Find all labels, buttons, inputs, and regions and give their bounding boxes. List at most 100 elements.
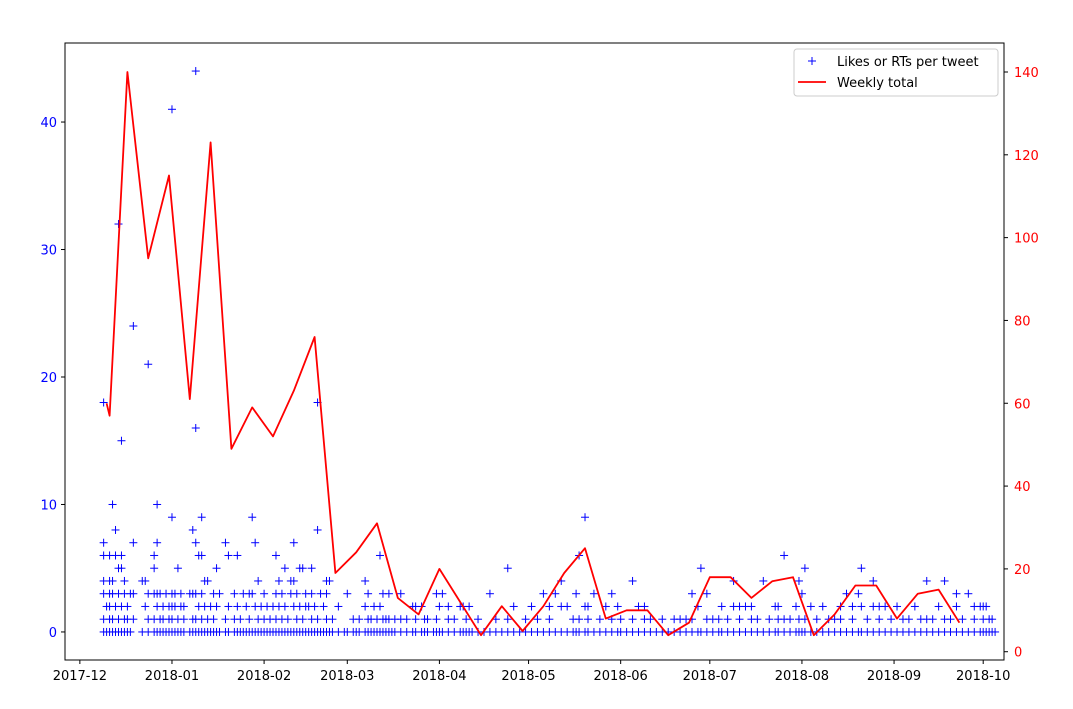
scatter-point: [197, 589, 206, 598]
scatter-point: [800, 564, 809, 573]
scatter-point: [423, 615, 432, 624]
scatter-point: [233, 551, 242, 560]
scatter-point: [928, 615, 937, 624]
scatter-point: [869, 576, 878, 585]
scatter-point: [595, 615, 604, 624]
y-left-tick-label: 10: [40, 498, 57, 513]
x-tick-label: 2018-03: [320, 669, 374, 684]
x-tick-label: 2018-09: [867, 669, 921, 684]
scatter-point: [289, 538, 298, 547]
scatter-point: [313, 525, 322, 534]
scatter-point: [310, 602, 319, 611]
scatter-point: [396, 589, 405, 598]
scatter-point: [224, 551, 233, 560]
x-tick-label: 2018-07: [683, 669, 737, 684]
scatter-point: [509, 602, 518, 611]
scatter-point: [129, 589, 138, 598]
scatter-point: [117, 436, 126, 445]
scatter-point: [221, 615, 230, 624]
scatter-point: [260, 589, 269, 598]
x-tick-label: 2018-06: [594, 669, 648, 684]
scatter-point: [141, 576, 150, 585]
scatter-point: [224, 602, 233, 611]
scatter-point: [120, 576, 129, 585]
scatter-point: [117, 564, 126, 573]
scatter-point: [233, 602, 242, 611]
scatter-point: [616, 615, 625, 624]
scatter-point: [325, 576, 334, 585]
plot-area: [65, 43, 1004, 660]
scatter-point: [343, 589, 352, 598]
scatter-point: [150, 564, 159, 573]
scatter-point: [375, 602, 384, 611]
scatter-point: [245, 615, 254, 624]
scatter-point: [307, 564, 316, 573]
scatter-point: [640, 602, 649, 611]
scatter-point: [150, 551, 159, 560]
scatter-point: [702, 589, 711, 598]
scatter-point: [129, 538, 138, 547]
scatter-point: [123, 602, 132, 611]
scatter-point: [904, 615, 913, 624]
scatter-point: [806, 602, 815, 611]
scatter-point: [575, 615, 584, 624]
scatter-point: [141, 602, 150, 611]
scatter-point: [179, 602, 188, 611]
scatter-point: [242, 602, 251, 611]
scatter-point: [438, 589, 447, 598]
scatter-point: [527, 602, 536, 611]
x-tick-label: 2018-02: [237, 669, 291, 684]
scatter-point: [254, 576, 263, 585]
x-tick-label: 2018-01: [145, 669, 199, 684]
y-right-tick-label: 0: [1014, 646, 1022, 661]
scatter-point: [910, 602, 919, 611]
scatter-point: [197, 551, 206, 560]
scatter-point: [364, 589, 373, 598]
scatter-point: [236, 615, 245, 624]
scatter-point: [857, 602, 866, 611]
scatter-point: [292, 589, 301, 598]
scatter-point: [176, 589, 185, 598]
scatter-point: [432, 615, 441, 624]
scatter-point: [818, 602, 827, 611]
scatter-point: [191, 67, 200, 76]
scatter-point: [203, 576, 212, 585]
y-right-tick-label: 100: [1014, 232, 1039, 247]
y-left-tick-label: 0: [49, 626, 57, 641]
y-right-tick-label: 140: [1014, 66, 1039, 81]
scatter-point: [474, 615, 483, 624]
scatter-point: [539, 589, 548, 598]
scatter-point: [99, 398, 108, 407]
scatter-point: [812, 615, 821, 624]
scatter-point: [551, 589, 560, 598]
scatter-point: [108, 500, 117, 509]
y-left-tick-label: 20: [40, 371, 57, 386]
scatter-point: [563, 602, 572, 611]
scatter-point: [167, 513, 176, 522]
scatter-point: [735, 615, 744, 624]
scatter-point: [780, 551, 789, 560]
scatter-point: [893, 602, 902, 611]
scatter-point: [277, 589, 286, 598]
scatter-point: [774, 602, 783, 611]
scatter-point: [274, 576, 283, 585]
axes: 2017-12 2018-01 2018-02 2018-03 2018-04 2018-…: [40, 42, 1039, 684]
scatter-point: [836, 615, 845, 624]
scatter-point: [545, 602, 554, 611]
scatter-point: [589, 589, 598, 598]
scatter-point: [375, 551, 384, 560]
scatter-point: [696, 564, 705, 573]
scatter-point: [958, 615, 967, 624]
scatter-point: [881, 602, 890, 611]
scatter-point: [786, 615, 795, 624]
scatter-point: [111, 525, 120, 534]
scatter-point: [280, 602, 289, 611]
scatter-point: [328, 615, 337, 624]
scatter-point: [167, 105, 176, 114]
scatter-point: [964, 589, 973, 598]
scatter-point: [723, 615, 732, 624]
scatter-point: [230, 589, 239, 598]
scatter-point: [221, 538, 230, 547]
scatter-point: [521, 615, 530, 624]
scatter-point: [791, 602, 800, 611]
